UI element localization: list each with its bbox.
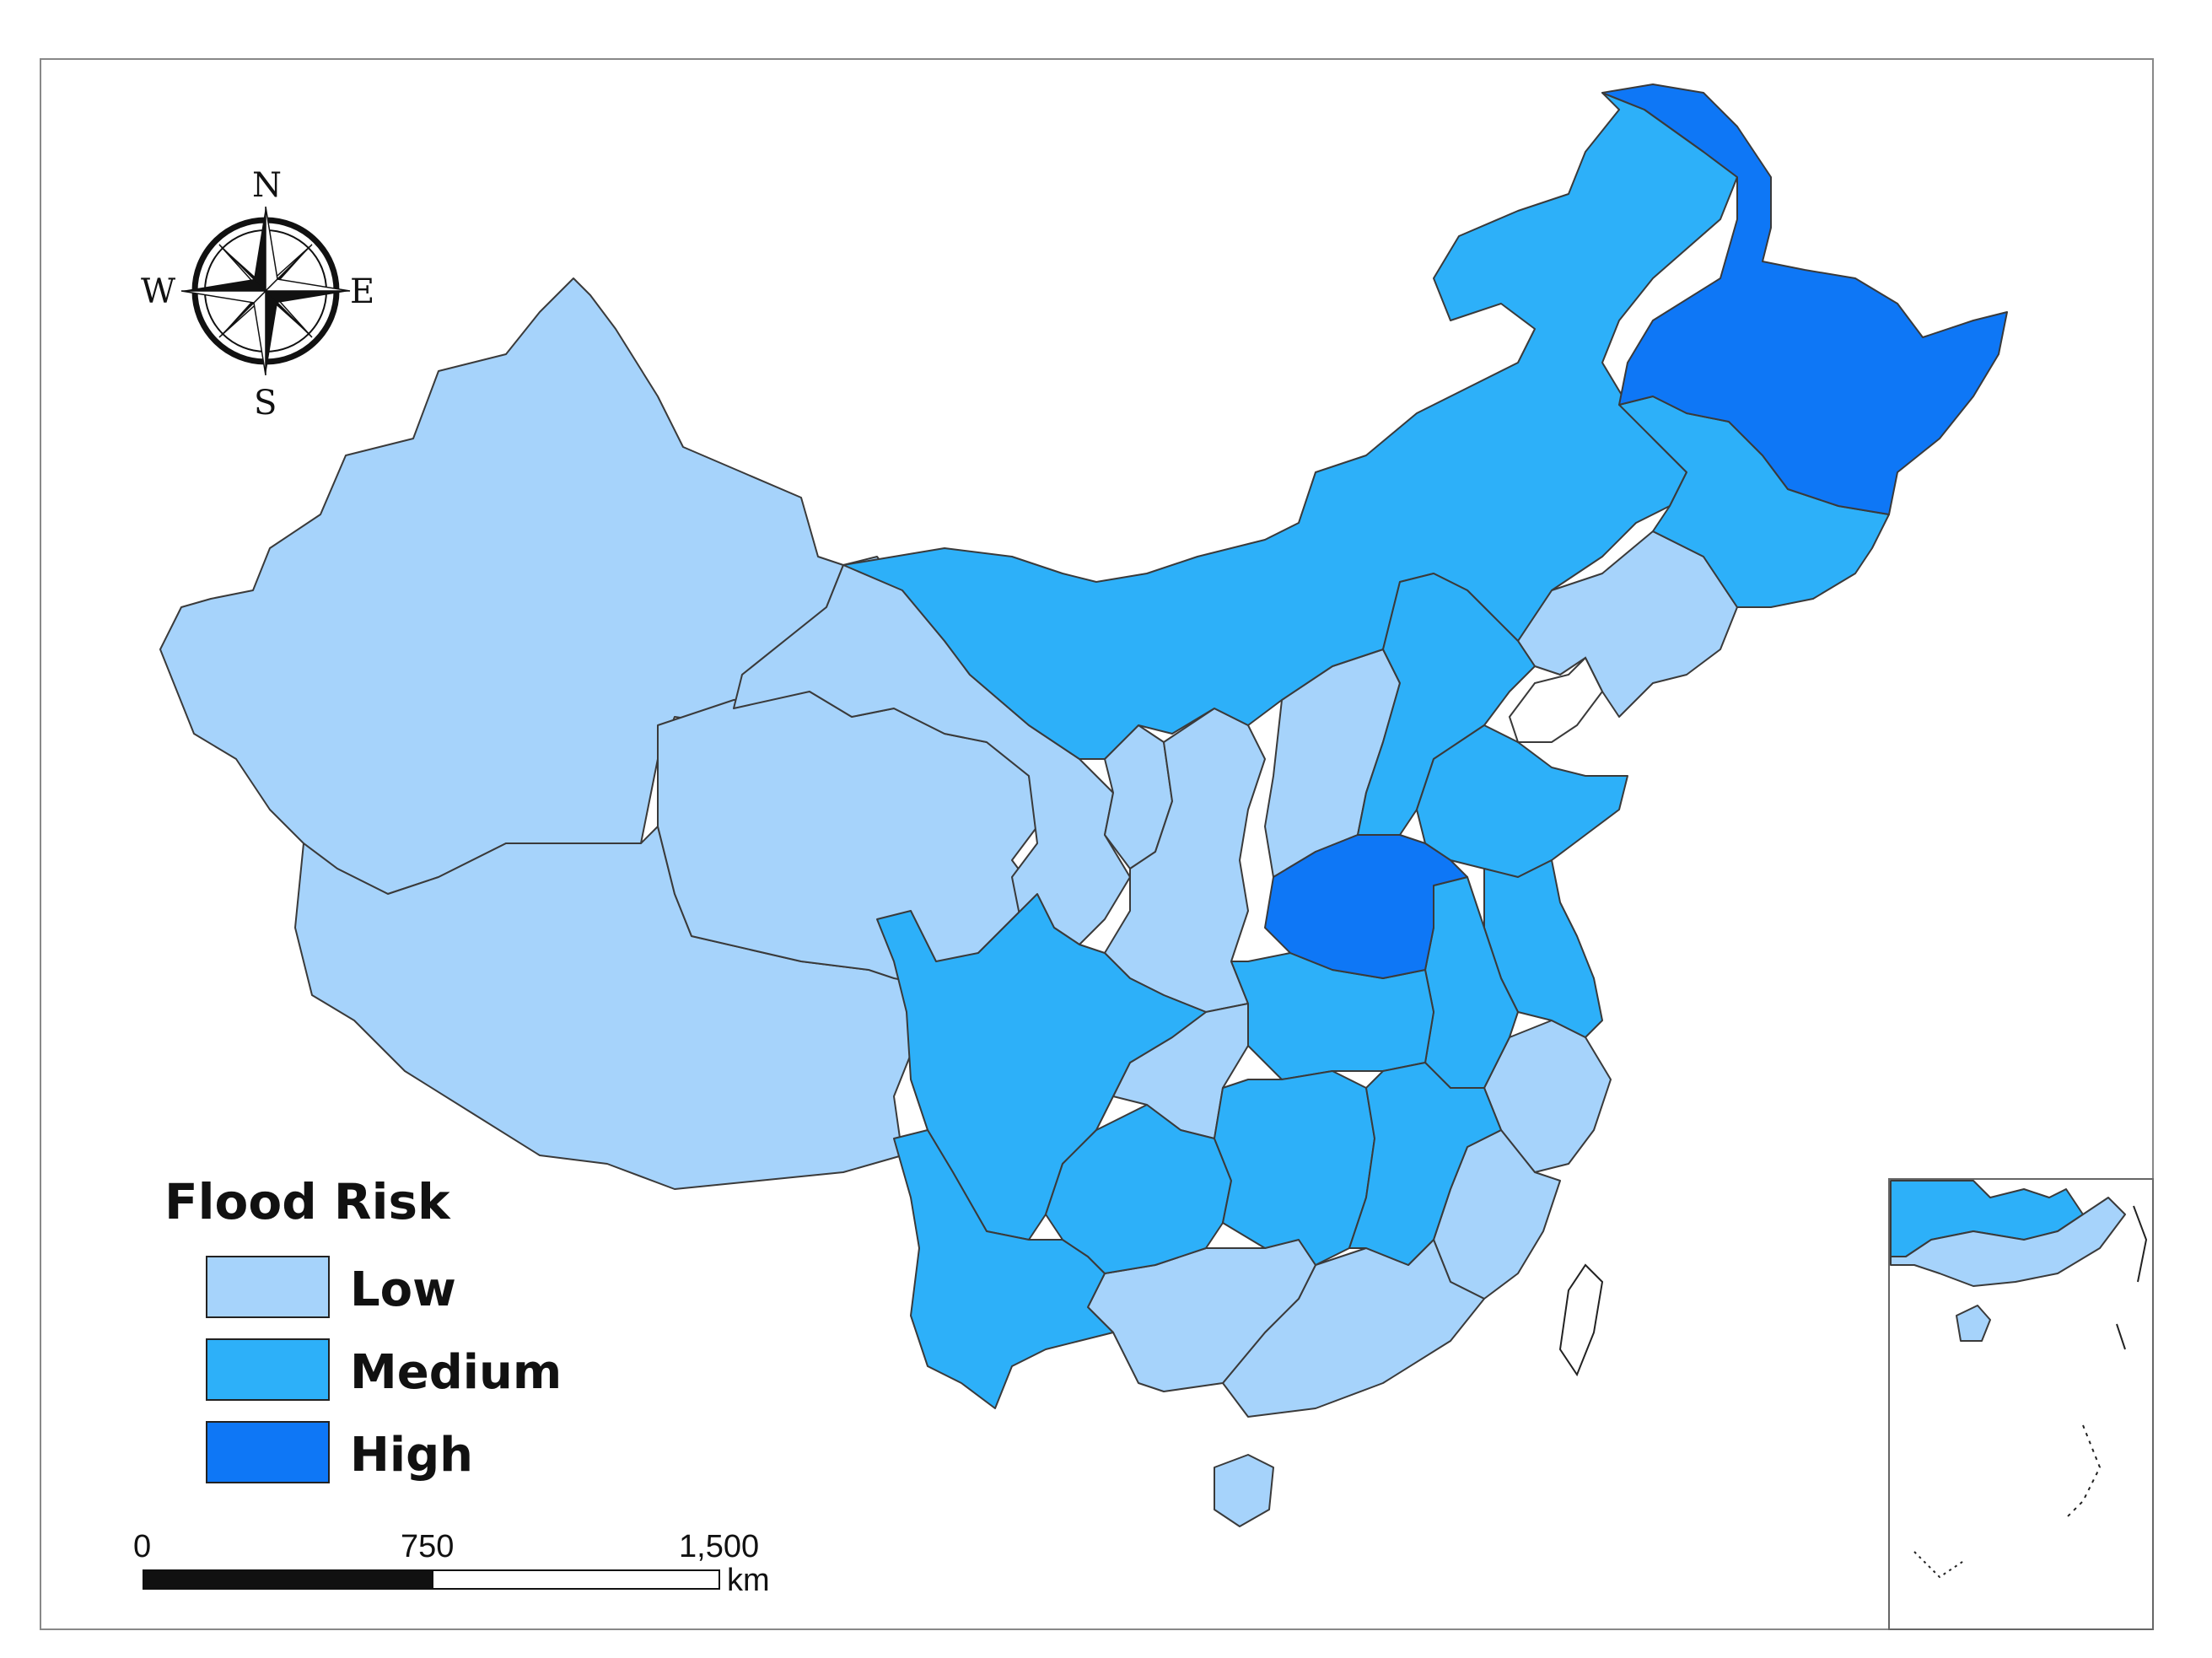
region-xinjiang	[159, 277, 844, 895]
legend-label-high: High	[350, 1428, 473, 1483]
region-yunnan	[893, 1129, 1114, 1409]
legend: Flood Risk Low Medium High	[164, 1173, 562, 1483]
scale-segment-white	[432, 1569, 720, 1590]
scale-bar: 0 750 1,500 km	[133, 1529, 770, 1598]
region-guangxi	[1087, 1239, 1316, 1392]
compass-label-n: N	[252, 166, 282, 205]
region-hainan	[1214, 1454, 1274, 1527]
scale-tick-0: 0	[133, 1529, 151, 1564]
scale-segment-black	[143, 1569, 433, 1590]
region-liaoning	[1517, 530, 1738, 718]
compass-label-s: S	[254, 384, 277, 423]
legend-swatch-medium	[206, 1338, 330, 1401]
legend-label-low: Low	[350, 1262, 456, 1317]
region-shandong	[1416, 724, 1628, 878]
legend-swatch-high	[206, 1421, 330, 1483]
bohai-sea	[1508, 656, 1604, 743]
scale-tick-750: 750	[401, 1529, 454, 1564]
legend-title: Flood Risk	[164, 1173, 451, 1230]
compass-rose: N S E W	[141, 166, 374, 423]
region-heilongjiang	[1601, 83, 2008, 515]
region-inner-mongolia	[842, 92, 1738, 760]
scale-tick-1500: 1,500	[679, 1529, 759, 1564]
region-jiangxi	[1348, 1062, 1502, 1266]
compass-needle-north	[254, 207, 266, 291]
region-henan	[1264, 834, 1468, 979]
compass-label-w: W	[141, 272, 175, 311]
compass-label-e: E	[350, 272, 374, 311]
legend-swatch-low	[206, 1256, 330, 1318]
region-guizhou	[1045, 1104, 1232, 1274]
south-china-sea-inset	[1888, 1178, 2154, 1630]
scale-unit: km	[727, 1563, 770, 1598]
region-taiwan	[1558, 1263, 1604, 1377]
legend-label-medium: Medium	[350, 1345, 562, 1400]
